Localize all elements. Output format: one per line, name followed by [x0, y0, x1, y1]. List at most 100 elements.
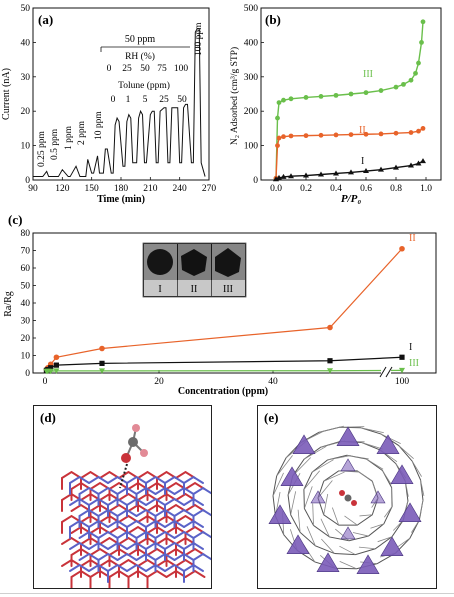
panel-c-axis-break: [379, 366, 393, 379]
panel-b-series-III-point: [363, 90, 369, 96]
framework-bond: [164, 563, 185, 572]
panel-c-y-tick-label: 50: [21, 282, 31, 292]
panel-b-series-I-point: [420, 158, 426, 164]
framework-bond: [145, 475, 166, 484]
framework-bond: [126, 475, 147, 484]
tetrahedron-node: [292, 434, 316, 455]
panel-b-frame: [260, 7, 442, 181]
framework-bond: [97, 486, 119, 495]
panel-b-y-tick-label: 300: [244, 73, 259, 83]
framework-bond: [70, 481, 92, 490]
framework-bond: [89, 503, 111, 512]
panel-b-series-II-point: [276, 135, 282, 141]
panel-b-series-III-point: [303, 95, 309, 100]
panel-c-series-III-line: [46, 369, 403, 372]
cage-bond: [320, 518, 330, 538]
panel-c-series-I-point: [48, 365, 54, 371]
cage-bond: [311, 459, 334, 473]
panel-b-series-II-point: [281, 134, 286, 140]
panel-a-x-tick-label: 150: [85, 184, 100, 194]
panel-b-series-II-point: [333, 132, 339, 138]
framework-bond: [88, 519, 109, 528]
framework-bond: [183, 475, 204, 484]
tem-label-I: I: [158, 284, 161, 295]
panel-b-x-tick-label: 0.0: [270, 184, 282, 194]
framework-bond: [61, 514, 82, 523]
cage-bond: [383, 506, 393, 518]
framework-bond: [165, 547, 187, 556]
cage-bond: [411, 519, 420, 533]
panel-c-series-I-point: [99, 360, 105, 366]
framework-bond: [156, 492, 177, 501]
tetrahedron-node: [340, 458, 356, 472]
panel-d-structure: (d): [33, 405, 214, 589]
panel-b-series-III-point: [275, 115, 280, 121]
framework-bond: [175, 536, 196, 545]
panel-b-y-tick-label: 100: [244, 142, 259, 152]
cage-bond: [420, 479, 425, 497]
framework-bond: [126, 497, 147, 506]
panel-a-annot-2: 1 ppm: [64, 125, 74, 150]
panel-c-label-II: II: [409, 233, 416, 244]
panel-b-series-II-point: [393, 130, 399, 136]
framework-bond: [89, 481, 111, 490]
framework-bond: [192, 552, 214, 561]
framework-bond: [88, 497, 109, 506]
cage-bond: [420, 499, 424, 516]
cage-bond: [359, 514, 373, 517]
framework-bond: [118, 514, 139, 523]
panel-b-series-I-point: [276, 174, 282, 180]
framework-bond: [118, 536, 139, 545]
panel-a-rh-4: 100: [174, 64, 189, 74]
framework-bond: [78, 508, 100, 517]
framework-bond: [156, 470, 177, 479]
panel-b-series-III-point: [416, 60, 421, 66]
panel-a-x-tick-label: 90: [28, 184, 38, 194]
panel-c-x-tick-label: 100: [395, 377, 410, 387]
framework-bond: [116, 508, 138, 517]
panel-a-y-tick-label: 30: [21, 73, 31, 83]
panel-e-structure: (e): [257, 405, 437, 589]
tem-label-II: II: [191, 284, 198, 295]
framework-bond: [145, 519, 166, 528]
panel-b-series-I-point: [363, 168, 369, 174]
cage-bond: [370, 523, 384, 529]
framework-bond: [135, 552, 157, 561]
framework-bond: [70, 525, 92, 534]
panel-b-series-III-point: [413, 70, 418, 76]
cage-bond: [312, 503, 314, 526]
framework-bond: [97, 508, 119, 517]
framework-bond: [107, 563, 128, 572]
panel-b-series-I-point: [348, 169, 354, 175]
framework-bond: [61, 470, 82, 479]
panel-b-series-I-point: [280, 173, 287, 179]
tetrahedron-node: [398, 502, 422, 522]
panel-c-series-III-point: [99, 368, 105, 374]
framework-bond: [184, 503, 206, 512]
panel-b-label-I: I: [361, 156, 364, 167]
framework-bond: [70, 503, 92, 512]
framework-bond: [99, 558, 120, 567]
framework-bond: [89, 569, 111, 578]
cage-bond: [276, 455, 293, 477]
framework-bond: [192, 508, 214, 517]
cage-bond: [290, 491, 297, 515]
cage-bond: [304, 486, 313, 509]
panel-c-y-tick-label: 60: [21, 264, 31, 274]
framework-bond: [154, 552, 176, 561]
framework-bond: [118, 470, 139, 479]
framework-bond: [165, 503, 187, 512]
panel-b-series-I-line: [275, 160, 424, 180]
framework-bond: [165, 481, 187, 490]
panel-b-series-I-point: [393, 164, 399, 170]
panel-b-series-III-point: [276, 100, 282, 105]
framework-bond: [183, 563, 204, 572]
panel-b-y-tick-label: 0: [253, 176, 258, 186]
framework-bond: [89, 525, 111, 534]
framework-bond: [137, 492, 158, 501]
framework-bond: [88, 563, 109, 572]
framework-bond: [61, 536, 82, 545]
panel-a-rh-2: 50: [140, 64, 150, 74]
panel-b-series-II-point: [363, 131, 369, 137]
